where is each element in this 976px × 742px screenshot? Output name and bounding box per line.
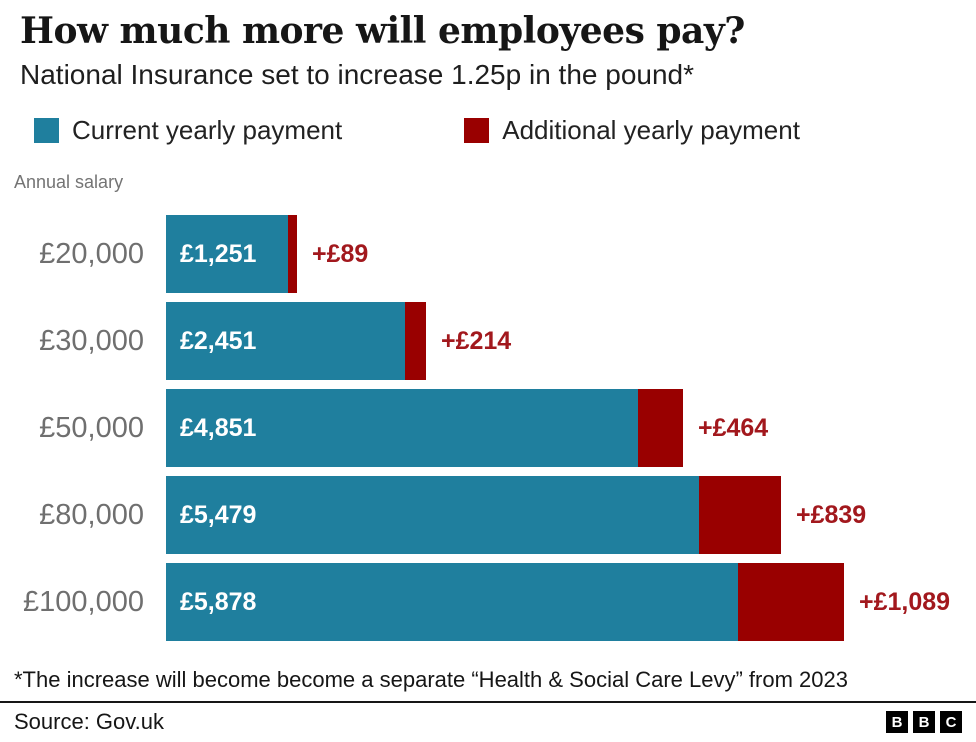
additional-payment-segment <box>699 476 781 555</box>
bar-row: £20,000 £1,251 +£89 <box>0 215 976 294</box>
current-payment-value: £5,479 <box>180 500 257 529</box>
bar-track: £5,878 +£1,089 <box>166 563 976 642</box>
bar-track: £5,479 +£839 <box>166 476 976 555</box>
legend-item-current: Current yearly payment <box>34 115 342 146</box>
bbc-logo-block: B <box>913 711 935 734</box>
source-label: Source: Gov.uk <box>14 709 164 735</box>
legend-item-additional: Additional yearly payment <box>464 115 800 146</box>
legend: Current yearly payment Additional yearly… <box>34 115 956 146</box>
current-payment-segment: £5,878 <box>166 563 738 642</box>
additional-payment-segment <box>288 215 297 294</box>
bar-row: £30,000 £2,451 +£214 <box>0 302 976 381</box>
current-payment-value: £5,878 <box>180 587 257 616</box>
divider <box>0 701 976 704</box>
bar-track: £4,851 +£464 <box>166 389 976 468</box>
current-payment-value: £2,451 <box>180 326 257 355</box>
footer: Source: Gov.uk B B C <box>0 703 976 735</box>
additional-payment-annotation: +£214 <box>441 326 512 355</box>
additional-payment-annotation: +£1,089 <box>859 587 951 616</box>
chart-subtitle: National Insurance set to increase 1.25p… <box>20 59 695 91</box>
category-label: £30,000 <box>39 324 144 357</box>
chart-title: How much more will employees pay? <box>20 10 745 52</box>
current-payment-swatch-icon <box>34 118 59 144</box>
current-payment-segment: £2,451 <box>166 302 405 381</box>
bar-row: £100,000 £5,878 +£1,089 <box>0 563 976 642</box>
current-payment-segment: £1,251 <box>166 215 288 294</box>
bar-row: £50,000 £4,851 +£464 <box>0 389 976 468</box>
additional-payment-segment <box>638 389 683 468</box>
current-payment-value: £1,251 <box>180 239 257 268</box>
category-label: £100,000 <box>23 585 144 618</box>
footnote: *The increase will become become a separ… <box>14 667 848 693</box>
current-payment-segment: £4,851 <box>166 389 638 468</box>
additional-payment-annotation: +£839 <box>796 500 867 529</box>
bar-track: £2,451 +£214 <box>166 302 976 381</box>
axis-note: Annual salary <box>14 172 124 193</box>
bar-row: £80,000 £5,479 +£839 <box>0 476 976 555</box>
category-label: £80,000 <box>39 498 144 531</box>
additional-payment-swatch-icon <box>464 118 490 144</box>
additional-payment-segment <box>738 563 844 642</box>
current-payment-value: £4,851 <box>180 413 257 442</box>
current-payment-segment: £5,479 <box>166 476 699 555</box>
bars: £20,000 £1,251 +£89 £30,000 £2,451 +£214… <box>0 215 976 642</box>
category-label: £50,000 <box>39 411 144 444</box>
additional-payment-annotation: +£89 <box>312 239 369 268</box>
bbc-logo: B B C <box>886 711 962 734</box>
bbc-logo-block: B <box>886 711 908 734</box>
category-label: £20,000 <box>39 237 144 270</box>
additional-payment-annotation: +£464 <box>698 413 769 442</box>
bar-track: £1,251 +£89 <box>166 215 976 294</box>
legend-label-current: Current yearly payment <box>72 115 343 146</box>
bbc-logo-block: C <box>940 711 962 734</box>
additional-payment-segment <box>405 302 426 381</box>
legend-label-additional: Additional yearly payment <box>502 115 800 146</box>
